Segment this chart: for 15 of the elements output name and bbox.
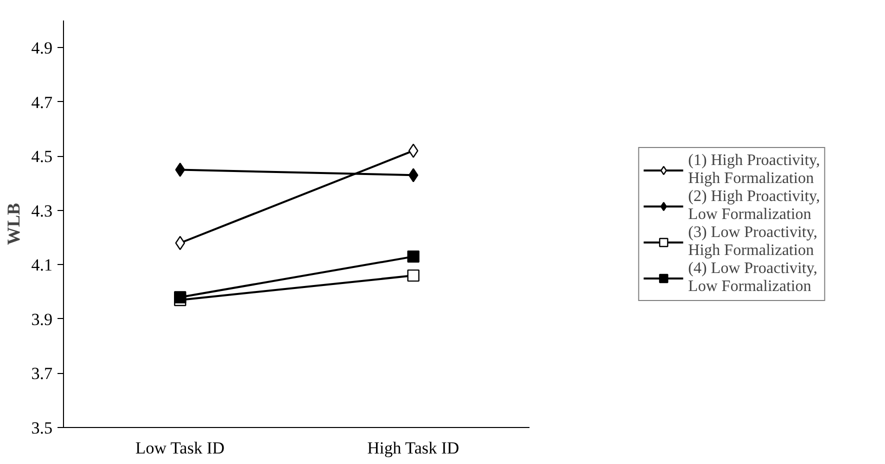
x-tick-label: High Task ID — [367, 438, 460, 458]
y-tick-label: 3.9 — [31, 310, 52, 329]
legend-label: (3) Low Proactivity, High Formalization — [688, 224, 818, 260]
y-tick-label: 3.5 — [31, 418, 52, 438]
y-tick-label: 4.9 — [31, 38, 52, 58]
legend-label: (2) High Proactivity, Low Formalization — [688, 188, 820, 224]
legend-label: (4) Low Proactivity, Low Formalization — [688, 260, 818, 296]
legend-label: (1) High Proactivity, High Formalization — [688, 152, 820, 188]
x-tick-label: Low Task ID — [135, 438, 225, 458]
y-tick-label: 4.1 — [31, 256, 52, 275]
y-tick-label: 4.5 — [31, 147, 52, 166]
y-axis-title: WLB — [3, 202, 24, 246]
y-tick-label: 4.3 — [31, 201, 52, 220]
y-tick-label: 3.7 — [31, 364, 53, 384]
y-tick-label: 4.7 — [31, 92, 53, 112]
